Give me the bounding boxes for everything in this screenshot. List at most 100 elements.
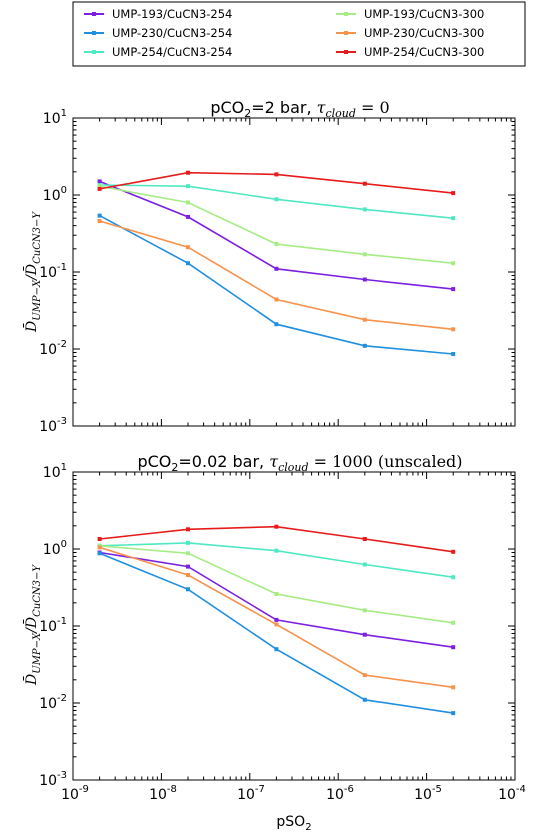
- data-point: [362, 207, 367, 212]
- data-point: [186, 200, 190, 205]
- legend-frame: [72, 1, 526, 67]
- data-point: [362, 673, 367, 678]
- data-point: [451, 327, 456, 332]
- x-tick-label: 10-5: [414, 784, 442, 803]
- data-point: [451, 216, 456, 221]
- data-point: [186, 245, 190, 250]
- legend-entry: UMP-230/CuCN3-254: [84, 26, 232, 40]
- data-point: [274, 266, 279, 271]
- data-point: [362, 181, 367, 186]
- data-point: [451, 261, 456, 266]
- x-tick-label: 10-7: [237, 784, 265, 803]
- data-point: [274, 172, 279, 177]
- data-point: [186, 527, 190, 532]
- x-tick-label: 10-4: [498, 784, 526, 803]
- data-point: [186, 184, 190, 189]
- legend-swatch-marker: [92, 12, 96, 16]
- data-point: [97, 551, 102, 556]
- data-point: [274, 197, 279, 202]
- legend-label: UMP-254/CuCN3-254: [112, 45, 232, 59]
- plot-frame: [72, 471, 516, 781]
- data-point: [186, 170, 190, 175]
- y-axis-label: D̄UMP−X/D̄CuCN3−Y: [22, 564, 43, 686]
- y-tick-label: 10-2: [39, 693, 67, 712]
- data-point: [186, 540, 190, 545]
- series-line: [99, 552, 454, 714]
- data-point: [274, 592, 279, 596]
- data-point: [274, 524, 279, 529]
- data-point: [362, 562, 367, 567]
- legend-label: UMP-254/CuCN3-300: [364, 45, 484, 59]
- data-point: [451, 352, 456, 356]
- x-tick-label: 10-6: [326, 784, 354, 803]
- chart-title: pCO2=0.02 bar, τcloud = 1000 (unscaled): [137, 452, 462, 474]
- data-point: [186, 587, 190, 592]
- data-point: [451, 645, 456, 650]
- series-line: [99, 545, 454, 624]
- series-line: [99, 220, 454, 331]
- svg-text:D̄UMP−X/D̄CuCN3−Y: D̄UMP−X/D̄CuCN3−Y: [22, 211, 43, 333]
- data-point: [451, 620, 456, 625]
- legend-swatch-marker: [344, 31, 348, 35]
- y-tick-label: 10-2: [39, 339, 67, 358]
- legend-swatch-marker: [92, 50, 96, 54]
- svg-text:D̄UMP−X/D̄CuCN3−Y: D̄UMP−X/D̄CuCN3−Y: [22, 564, 43, 686]
- data-point: [362, 608, 367, 613]
- data-point: [451, 549, 456, 554]
- data-point: [97, 179, 102, 184]
- data-point: [97, 545, 102, 550]
- series-line: [99, 551, 454, 648]
- y-tick-label: 100: [43, 539, 67, 558]
- y-tick-label: 100: [43, 185, 67, 204]
- data-point: [274, 647, 279, 652]
- data-point: [451, 685, 456, 690]
- series-line: [99, 542, 454, 578]
- x-tick-label: 10-8: [149, 784, 177, 803]
- data-point: [362, 252, 367, 257]
- y-tick-label: 10-1: [39, 262, 67, 281]
- legend-label: UMP-193/CuCN3-300: [364, 7, 484, 21]
- plot-frame: [72, 117, 516, 427]
- data-point: [362, 277, 367, 282]
- data-point: [186, 573, 190, 577]
- data-point: [97, 213, 102, 218]
- data-point: [274, 242, 279, 247]
- data-point: [451, 711, 456, 716]
- chart-panel-top: pCO2=2 bar, τcloud = 0 D̄UMP−X/D̄CuCN3−Y…: [22, 98, 516, 435]
- data-point: [362, 697, 367, 702]
- data-point: [97, 186, 102, 191]
- data-point: [274, 322, 279, 327]
- legend-swatch-marker: [344, 12, 348, 16]
- data-point: [97, 219, 102, 223]
- legend-swatch-marker: [92, 31, 96, 35]
- legend: UMP-193/CuCN3-254 UMP-230/CuCN3-254 UMP-…: [72, 1, 526, 67]
- data-point: [362, 632, 367, 637]
- data-point: [451, 575, 456, 580]
- series-line: [99, 546, 454, 689]
- x-tick-label: 10-9: [61, 784, 89, 803]
- chart-title: pCO2=2 bar, τcloud = 0: [210, 98, 389, 120]
- legend-entry: UMP-193/CuCN3-300: [336, 7, 484, 21]
- data-point: [451, 287, 456, 292]
- data-point: [451, 191, 456, 196]
- data-point: [274, 297, 279, 302]
- series-line: [99, 184, 454, 219]
- y-tick-label: 10-3: [39, 416, 67, 435]
- legend-label: UMP-193/CuCN3-254: [112, 7, 232, 21]
- data-point: [186, 214, 190, 219]
- y-tick-label: 101: [43, 108, 67, 127]
- data-point: [186, 564, 190, 569]
- legend-entry: UMP-193/CuCN3-254: [84, 7, 232, 21]
- data-point: [362, 343, 367, 348]
- legend-label: UMP-230/CuCN3-254: [112, 26, 232, 40]
- x-axis-label: pSO2: [276, 814, 311, 833]
- data-point: [97, 537, 102, 541]
- data-point: [274, 617, 279, 622]
- data-point: [274, 622, 279, 627]
- legend-swatch-marker: [344, 50, 348, 54]
- series-line: [99, 525, 454, 553]
- legend-entry: UMP-254/CuCN3-300: [336, 45, 484, 59]
- legend-label: UMP-230/CuCN3-300: [364, 26, 484, 40]
- data-point: [274, 548, 279, 553]
